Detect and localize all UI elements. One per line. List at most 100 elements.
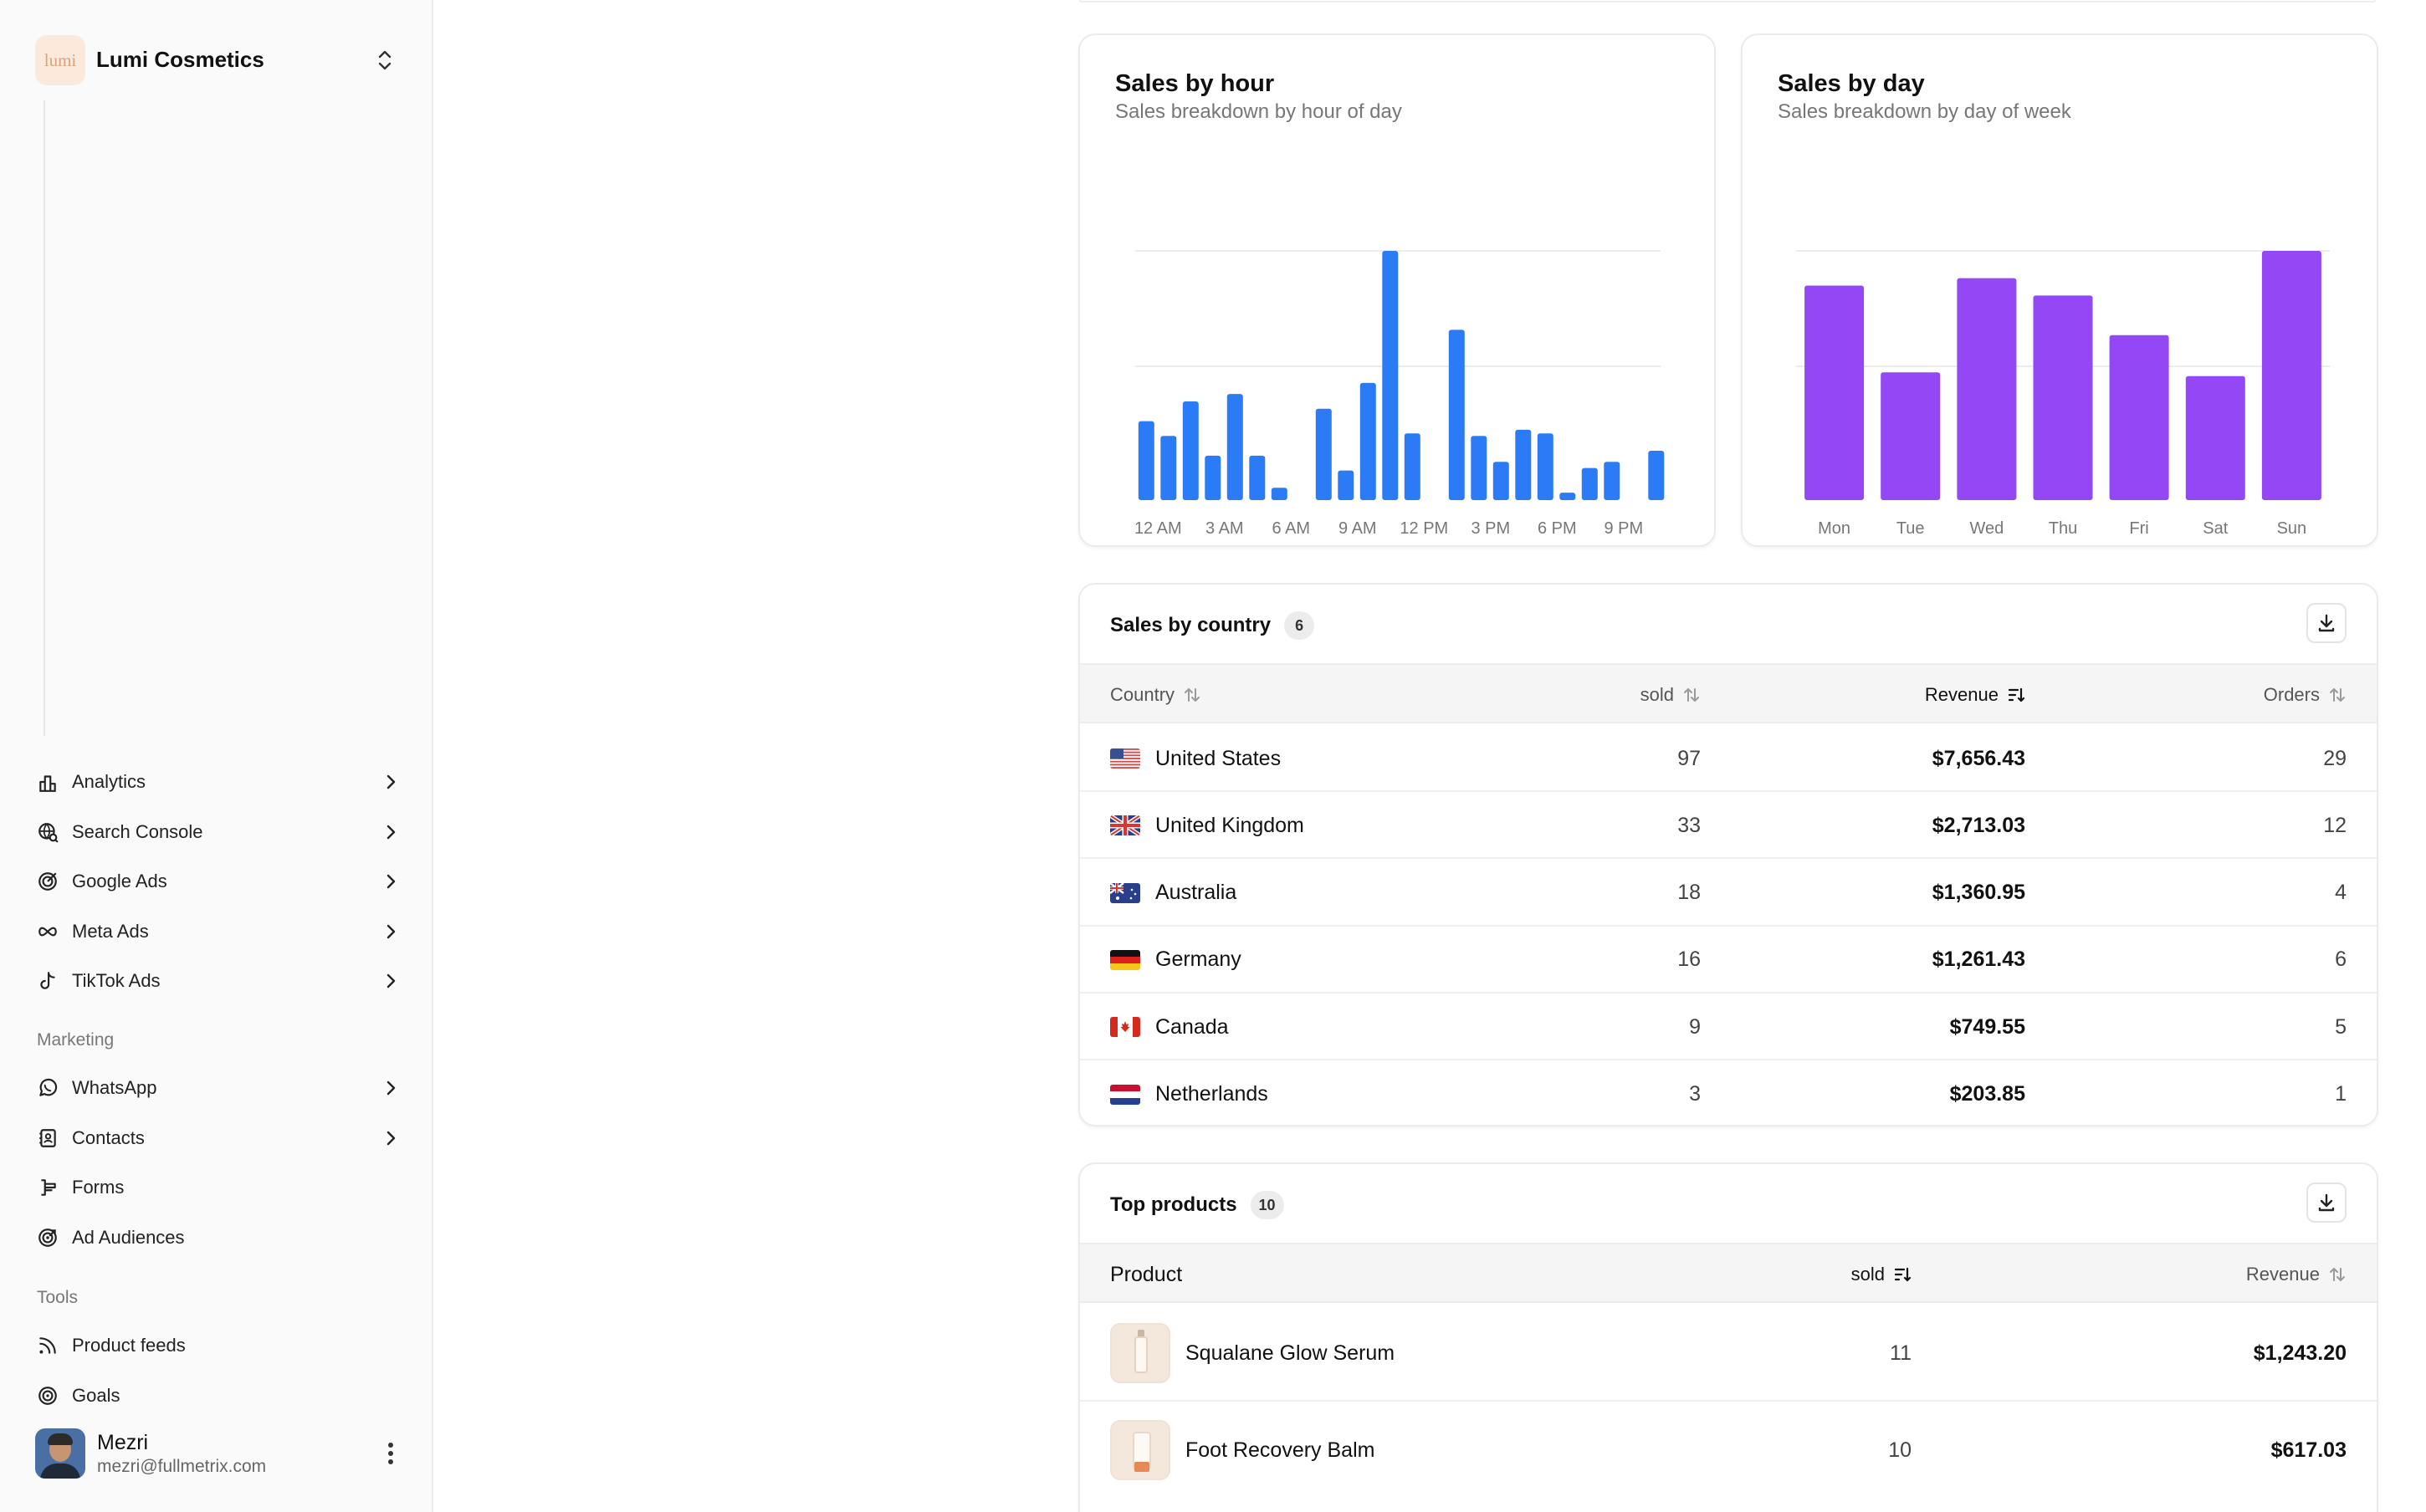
nav-item-whatsapp[interactable]: WhatsApp bbox=[35, 1065, 403, 1111]
column-revenue[interactable]: Revenue bbox=[2246, 1244, 2347, 1305]
table-row[interactable]: United States 97 $7,656.43 29 bbox=[1080, 725, 2377, 792]
bar-9-pm[interactable] bbox=[1604, 462, 1620, 500]
table-row[interactable]: Netherlands 3 $203.85 1 bbox=[1080, 1061, 2377, 1126]
chevron-right-icon[interactable] bbox=[378, 1126, 403, 1151]
bar-mon[interactable] bbox=[1804, 285, 1865, 501]
bar-12-pm[interactable] bbox=[1404, 433, 1420, 500]
chevron-right-icon[interactable] bbox=[378, 919, 403, 944]
bar-5-pm[interactable] bbox=[1515, 429, 1532, 500]
store-switcher[interactable]: lumi Lumi Cosmetics bbox=[35, 33, 403, 87]
nav-item-forms[interactable]: Forms bbox=[35, 1165, 403, 1210]
subnav-item-cart-analysis[interactable]: Cart analysis bbox=[75, 515, 182, 537]
subnav-item-categories[interactable]: Categories bbox=[75, 178, 165, 200]
nav-item-tiktok-ads[interactable]: TikTok Ads bbox=[35, 958, 403, 1004]
chevron-right-icon[interactable] bbox=[378, 869, 403, 894]
bar-1-am[interactable] bbox=[1160, 436, 1177, 500]
bar-thu[interactable] bbox=[2033, 295, 2093, 500]
x-tick-label: Thu bbox=[2049, 519, 2077, 538]
subnav-item-variations[interactable]: Variations bbox=[75, 130, 156, 151]
download-button[interactable] bbox=[2306, 603, 2347, 643]
bar-3-am[interactable] bbox=[1205, 455, 1221, 500]
column-label: Country bbox=[1110, 684, 1175, 705]
chevron-right-icon[interactable] bbox=[378, 769, 403, 794]
sort-icon bbox=[2330, 688, 2345, 702]
sold-cell: 10 bbox=[1888, 1438, 1912, 1462]
download-button[interactable] bbox=[2306, 1183, 2347, 1223]
column-country[interactable]: Country bbox=[1110, 665, 1201, 725]
bar-9-am[interactable] bbox=[1338, 470, 1354, 500]
bar-5-am[interactable] bbox=[1249, 455, 1266, 500]
bar-tue[interactable] bbox=[1881, 372, 1941, 500]
x-tick-label: Sat bbox=[2203, 519, 2228, 538]
bar-4-pm[interactable] bbox=[1492, 462, 1509, 500]
bar-10-am[interactable] bbox=[1359, 382, 1376, 500]
nav-item-label: Goals bbox=[72, 1384, 120, 1406]
bar-2-am[interactable] bbox=[1182, 401, 1199, 500]
nav-item-meta-ads[interactable]: Meta Ads bbox=[35, 909, 403, 954]
subnav-item-cohorts[interactable]: Cohorts bbox=[75, 611, 141, 633]
bar-fri[interactable] bbox=[2109, 335, 2169, 500]
x-tick-label: Tue bbox=[1896, 519, 1925, 538]
nav-item-google-ads[interactable]: Google Ads bbox=[35, 859, 403, 904]
more-vertical-icon[interactable] bbox=[378, 1441, 403, 1466]
sold-cell: 18 bbox=[1677, 881, 1701, 905]
sold-cell: 11 bbox=[1890, 1341, 1912, 1365]
nav-item-search-console[interactable]: Search Console bbox=[35, 810, 403, 855]
column-sold[interactable]: sold bbox=[1640, 665, 1701, 725]
bar-wed[interactable] bbox=[1957, 278, 2017, 500]
subnav-item-bought-together[interactable]: Bought together bbox=[75, 274, 207, 296]
bar-4-am[interactable] bbox=[1226, 394, 1243, 500]
column-product[interactable]: Product bbox=[1110, 1244, 1182, 1305]
search-globe-icon bbox=[35, 820, 60, 845]
column-orders[interactable]: Orders bbox=[2264, 665, 2347, 725]
nav-item-contacts[interactable]: Contacts bbox=[35, 1116, 403, 1161]
bar-sat[interactable] bbox=[2185, 375, 2245, 500]
subnav-item-forecasts[interactable]: Forecasts bbox=[75, 660, 156, 682]
table-row[interactable]: Germany 16 $1,261.43 6 bbox=[1080, 927, 2377, 994]
bar-7-pm[interactable] bbox=[1559, 493, 1576, 500]
table-row[interactable]: Squalane Glow Serum 11 $1,243.20 bbox=[1080, 1305, 2377, 1402]
sub-navigation: Products Variations Categories Top sellers B… bbox=[44, 100, 45, 736]
bar-2-pm[interactable] bbox=[1448, 329, 1465, 500]
revenue-cell: $749.55 bbox=[1949, 1014, 2025, 1039]
country-name: United States bbox=[1155, 746, 1282, 770]
table-row[interactable]: United Kingdom 33 $2,713.03 12 bbox=[1080, 792, 2377, 860]
nav-item-label: Ad Audiences bbox=[72, 1226, 185, 1248]
chevron-up-down-icon[interactable] bbox=[366, 42, 403, 79]
bar-sun[interactable] bbox=[2261, 251, 2321, 500]
subnav-item-customers[interactable]: Customers bbox=[75, 323, 165, 344]
nav-item-product-feeds[interactable]: Product feeds bbox=[35, 1323, 403, 1368]
chevron-right-icon[interactable] bbox=[378, 1075, 403, 1101]
bar-12-am[interactable] bbox=[1138, 421, 1154, 500]
bar-6-am[interactable] bbox=[1271, 488, 1287, 500]
column-revenue[interactable]: Revenue bbox=[1925, 665, 2025, 725]
bar-6-pm[interactable] bbox=[1537, 433, 1553, 500]
nav-item-goals[interactable]: Goals bbox=[35, 1373, 403, 1418]
nav-item-analytics[interactable]: Analytics bbox=[35, 759, 403, 805]
bar-3-pm[interactable] bbox=[1471, 436, 1487, 500]
table-row[interactable]: Australia 18 $1,360.95 4 bbox=[1080, 860, 2377, 927]
subnav-item-coupons[interactable]: Coupons bbox=[64, 361, 373, 403]
subnav-item-subscriptions[interactable]: Subscriptions bbox=[75, 564, 187, 585]
subnav-item-stock-velocity[interactable]: Stock velocity bbox=[75, 707, 188, 729]
chevron-right-icon[interactable] bbox=[378, 820, 403, 845]
nav-item-label: Forms bbox=[72, 1177, 125, 1198]
bar-11-am[interactable] bbox=[1382, 251, 1399, 500]
bar-8-pm[interactable] bbox=[1581, 467, 1598, 500]
nav-item-ad-audiences[interactable]: Ad Audiences bbox=[35, 1215, 403, 1260]
x-tick-label: Wed bbox=[1970, 519, 2004, 538]
column-sold[interactable]: sold bbox=[1851, 1244, 1912, 1305]
subnav-item-refunds[interactable]: Refunds bbox=[75, 419, 144, 441]
flag-ca-icon bbox=[1110, 1017, 1140, 1038]
subnav-item-top-sellers[interactable]: Top sellers bbox=[75, 226, 164, 248]
sort-icon bbox=[2330, 1268, 2345, 1281]
chevron-right-icon[interactable] bbox=[378, 968, 403, 994]
table-row[interactable]: Foot Recovery Balm 10 $617.03 bbox=[1080, 1402, 2377, 1499]
user-profile[interactable]: Mezri mezri@fullmetrix.com bbox=[35, 1426, 403, 1481]
table-row[interactable]: Canada 9 $749.55 5 bbox=[1080, 994, 2377, 1061]
subnav-item-carts[interactable]: Carts bbox=[75, 467, 120, 488]
bar-8-am[interactable] bbox=[1315, 408, 1332, 500]
x-tick-label: 12 PM bbox=[1400, 519, 1448, 538]
infinity-icon bbox=[35, 919, 60, 944]
bar-11-pm[interactable] bbox=[1648, 451, 1665, 500]
